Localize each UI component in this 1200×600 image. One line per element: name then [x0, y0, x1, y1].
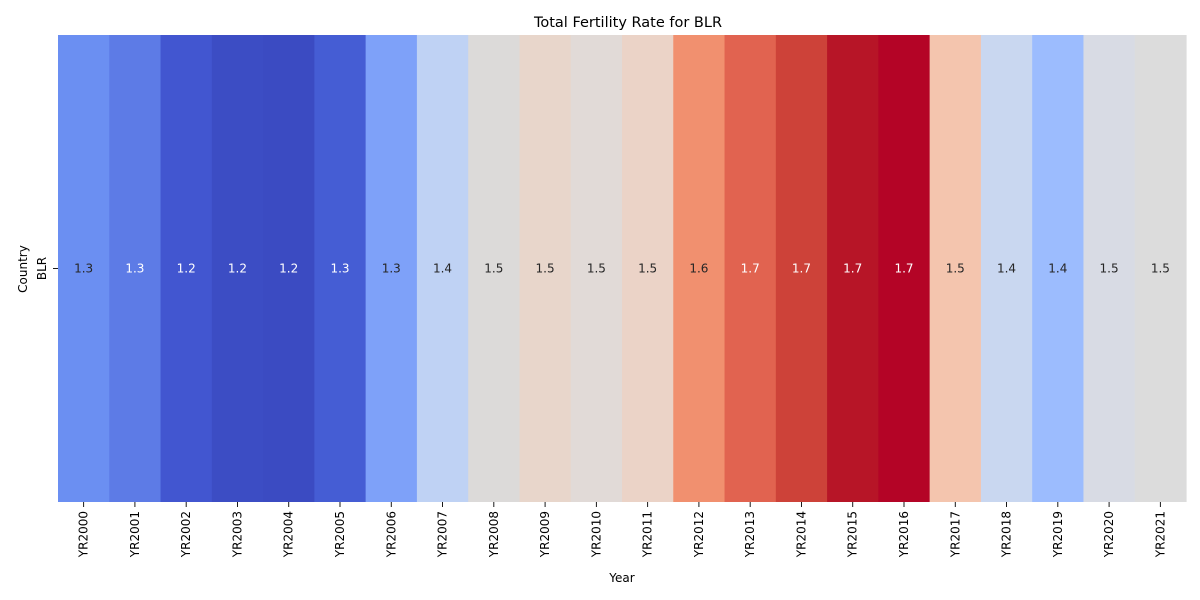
- heatmap-cell-YR2020: [1083, 35, 1136, 502]
- cell-value-label: 1.7: [894, 262, 913, 276]
- x-tick-label: YR2017: [948, 511, 962, 558]
- x-tick-label: YR2018: [1000, 511, 1014, 558]
- x-tick-label: YR2000: [77, 511, 91, 558]
- cell-value-label: 1.5: [946, 262, 965, 276]
- x-tick-label: YR2007: [436, 511, 450, 558]
- cell-value-label: 1.3: [330, 262, 349, 276]
- x-tick-label: YR2020: [1102, 511, 1116, 558]
- x-tick-label: YR2001: [128, 511, 142, 558]
- x-tick-label: YR2004: [282, 511, 296, 558]
- x-tick-label: YR2014: [794, 511, 808, 558]
- cell-value-label: 1.5: [1151, 262, 1170, 276]
- heatmap-cell-YR2017: [929, 35, 982, 502]
- heatmap-cell-YR2002: [160, 35, 213, 502]
- heatmap-cell-YR2021: [1134, 35, 1187, 502]
- heatmap-cell-YR2003: [211, 35, 264, 502]
- x-tick-label: YR2008: [487, 511, 501, 558]
- heatmap-cell-YR2001: [109, 35, 162, 502]
- x-tick-label: YR2011: [641, 511, 655, 558]
- heatmap-cell-YR2005: [314, 35, 367, 502]
- heatmap-cell-YR2007: [416, 35, 469, 502]
- cell-value-label: 1.2: [279, 262, 298, 276]
- x-tick-label: YR2005: [333, 511, 347, 558]
- heatmap-cell-YR2009: [519, 35, 572, 502]
- heatmap-cell-YR2015: [827, 35, 879, 502]
- y-axis-ticks: BLR: [35, 257, 58, 280]
- cell-value-label: 1.7: [843, 262, 862, 276]
- cell-value-label: 1.4: [433, 262, 452, 276]
- heatmap-cell-YR2010: [570, 35, 623, 502]
- cell-value-label: 1.5: [587, 262, 606, 276]
- heatmap-cell-YR2018: [980, 35, 1033, 502]
- cell-value-label: 1.7: [792, 262, 811, 276]
- heatmap-cell-YR2013: [724, 35, 777, 502]
- x-tick-label: YR2012: [692, 511, 706, 558]
- x-tick-label: YR2006: [384, 511, 398, 558]
- heatmap-cell-YR2016: [878, 35, 931, 502]
- heatmap-cells: [58, 35, 1187, 502]
- x-tick-label: YR2013: [743, 511, 757, 558]
- x-axis-label: Year: [608, 571, 634, 585]
- cell-value-labels: 1.3 1.3 1.2 1.2 1.2 1.3 1.3 1.4 1.5 1.5 1.5 1.5 1.6 1…: [74, 262, 1170, 276]
- heatmap-cell-YR2008: [468, 35, 521, 502]
- cell-value-label: 1.2: [228, 262, 247, 276]
- cell-value-label: 1.3: [74, 262, 93, 276]
- chart-title: Total Fertility Rate for BLR: [533, 15, 722, 31]
- heatmap-cell-YR2012: [673, 35, 726, 502]
- heatmap-cell-YR2019: [1032, 35, 1085, 502]
- heatmap-cell-YR2004: [263, 35, 315, 502]
- heatmap-cell-YR2000: [58, 35, 110, 502]
- x-tick-label: YR2009: [538, 511, 552, 558]
- cell-value-label: 1.4: [1048, 262, 1067, 276]
- y-axis-label: Country: [16, 245, 30, 293]
- heatmap-cell-YR2006: [365, 35, 418, 502]
- cell-value-label: 1.6: [689, 262, 708, 276]
- heatmap-cell-YR2011: [622, 35, 674, 502]
- x-tick-label: YR2010: [589, 511, 603, 558]
- x-tick-label: YR2016: [897, 511, 911, 558]
- heatmap-cell-YR2014: [775, 35, 828, 502]
- cell-value-label: 1.2: [177, 262, 196, 276]
- cell-value-label: 1.5: [1100, 262, 1119, 276]
- x-tick-label: YR2015: [846, 511, 860, 558]
- y-tick-label: BLR: [35, 257, 49, 280]
- cell-value-label: 1.5: [638, 262, 657, 276]
- cell-value-label: 1.3: [382, 262, 401, 276]
- x-axis-ticks: YR2000 YR2001 YR2002 YR2003 YR2004 YR2005 YR20…: [77, 502, 1167, 558]
- x-tick-label: YR2019: [1051, 511, 1065, 558]
- x-tick-label: YR2002: [179, 511, 193, 558]
- cell-value-label: 1.3: [125, 262, 144, 276]
- cell-value-label: 1.4: [997, 262, 1016, 276]
- x-tick-label: YR2021: [1153, 511, 1167, 558]
- x-tick-label: YR2003: [230, 511, 244, 558]
- cell-value-label: 1.7: [741, 262, 760, 276]
- cell-value-label: 1.5: [484, 262, 503, 276]
- cell-value-label: 1.5: [536, 262, 555, 276]
